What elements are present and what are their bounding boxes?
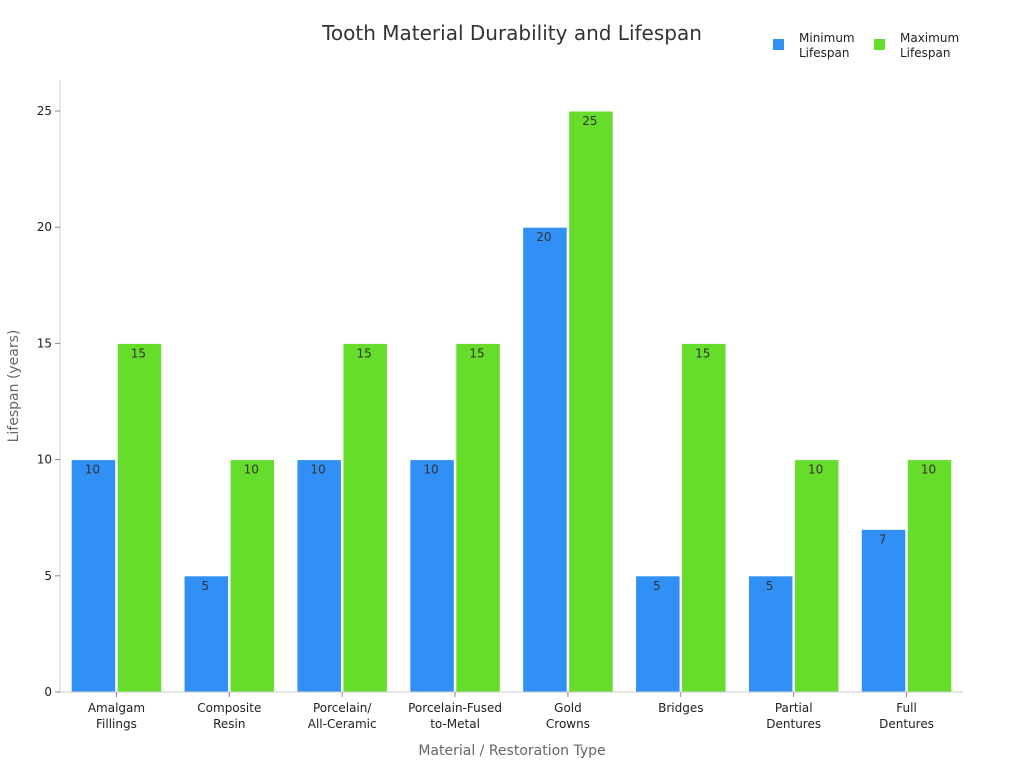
bar-value-label: 5 xyxy=(201,579,209,593)
bar-value-label: 15 xyxy=(357,346,372,360)
bar-value-label: 10 xyxy=(921,463,936,477)
x-tick-label: Gold Crowns xyxy=(546,701,590,731)
legend-swatch-minimum xyxy=(773,39,784,50)
bar-minimum-4 xyxy=(522,226,568,693)
y-tick-label: 20 xyxy=(37,220,52,234)
bar-minimum-7 xyxy=(860,528,907,693)
bar-value-label: 5 xyxy=(766,579,774,593)
bar-value-label: 20 xyxy=(536,230,551,244)
bar-value-label: 10 xyxy=(311,463,326,477)
chart-legend: Minimum Lifespan Maximum Lifespan xyxy=(773,31,959,60)
bars-group xyxy=(70,110,953,693)
bar-value-label: 7 xyxy=(879,532,887,546)
x-tick-label: Bridges xyxy=(658,701,703,715)
x-axis: Amalgam Fillings Composite Resin Porcelain/A… xyxy=(60,691,963,731)
bar-maximum-5 xyxy=(681,342,727,693)
x-tick-label: Partial Dentures xyxy=(766,701,821,731)
bar-value-label: 10 xyxy=(244,463,259,477)
y-tick-label: 5 xyxy=(44,569,52,583)
x-axis-title: Material / Restoration Type xyxy=(418,743,605,759)
chart-title: Tooth Material Durability and Lifespan xyxy=(321,21,702,45)
bar-maximum-3 xyxy=(455,342,501,693)
bar-value-label: 25 xyxy=(582,114,597,128)
x-tick-label: Composite Resin xyxy=(197,701,261,731)
bar-maximum-6 xyxy=(793,459,840,693)
bar-value-label: 10 xyxy=(808,463,823,477)
legend-label-minimum: Minimum Lifespan xyxy=(799,31,855,60)
y-tick-label: 10 xyxy=(37,453,52,467)
bar-minimum-5 xyxy=(635,575,681,693)
y-axis: 0 5 10 15 20 25 xyxy=(37,80,61,699)
bar-maximum-0 xyxy=(116,342,163,693)
x-tick-label: Porcelain/All-Ceramic xyxy=(308,701,377,731)
y-tick-label: 25 xyxy=(37,104,52,118)
bar-value-label: 15 xyxy=(469,346,484,360)
x-tick-label: Porcelain-Fused to-Metal xyxy=(408,701,502,731)
bar-value-label: 10 xyxy=(423,463,438,477)
bar-value-label: 10 xyxy=(85,463,100,477)
bar-value-label: 15 xyxy=(131,346,146,360)
bar-maximum-2 xyxy=(342,342,388,693)
bar-minimum-2 xyxy=(296,459,342,693)
x-tick-label: Full Dentures xyxy=(879,701,934,731)
bar-minimum-1 xyxy=(183,575,230,693)
bar-labels-group: 10 15 5 10 10 15 10 15 20 25 5 15 5 10 7 10 xyxy=(85,114,936,593)
y-tick-label: 0 xyxy=(44,685,52,699)
bar-minimum-0 xyxy=(70,459,117,693)
bar-maximum-7 xyxy=(906,459,953,693)
x-tick-label: Amalgam Fillings xyxy=(88,701,145,731)
y-axis-title: Lifespan (years) xyxy=(6,330,22,443)
bar-minimum-6 xyxy=(747,575,794,693)
bar-maximum-4 xyxy=(568,110,614,693)
bar-maximum-1 xyxy=(229,459,276,693)
bar-value-label: 15 xyxy=(695,346,710,360)
y-tick-label: 15 xyxy=(37,336,52,350)
legend-label-maximum: Maximum Lifespan xyxy=(900,31,959,60)
bar-value-label: 5 xyxy=(653,579,661,593)
legend-swatch-maximum xyxy=(874,39,885,50)
bar-minimum-3 xyxy=(409,459,455,693)
